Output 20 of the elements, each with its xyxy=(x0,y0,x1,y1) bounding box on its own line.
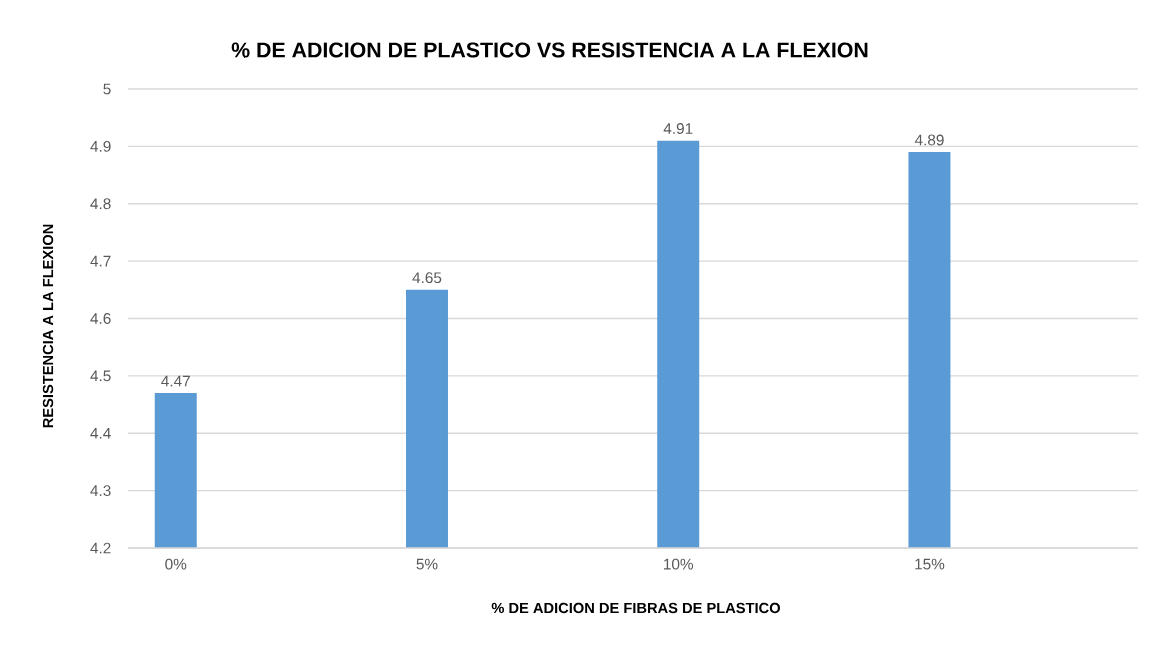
y-tick-label: 4.5 xyxy=(90,370,111,382)
x-tick-label: 15% xyxy=(915,558,945,570)
y-tick-label: 4.7 xyxy=(90,255,111,267)
y-tick-label: 4.4 xyxy=(90,427,111,439)
data-label: 4.89 xyxy=(914,134,944,146)
chart-title: % DE ADICION DE PLASTICO VS RESISTENCIA A LA FLEXION xyxy=(231,42,868,58)
data-label: 4.91 xyxy=(663,123,693,134)
x-tick-label: 10% xyxy=(664,558,694,570)
y-tick-label: 5 xyxy=(103,83,111,95)
y-tick-label: 4.8 xyxy=(90,198,111,210)
y-tick-label: 4.2 xyxy=(90,542,111,554)
x-axis-title: % DE ADICION DE FIBRAS DE PLASTICO xyxy=(491,602,780,614)
data-label: 4.47 xyxy=(161,375,190,387)
y-axis-title: RESISTENCIA A LA FLEXION xyxy=(42,224,54,428)
data-label: 4.65 xyxy=(412,272,442,284)
y-tick-label: 4.9 xyxy=(90,140,111,152)
x-tick-label: 0% xyxy=(165,558,187,570)
y-tick-label: 4.3 xyxy=(90,485,111,497)
x-tick-label: 5% xyxy=(416,558,438,570)
y-tick-label: 4.6 xyxy=(90,313,111,324)
